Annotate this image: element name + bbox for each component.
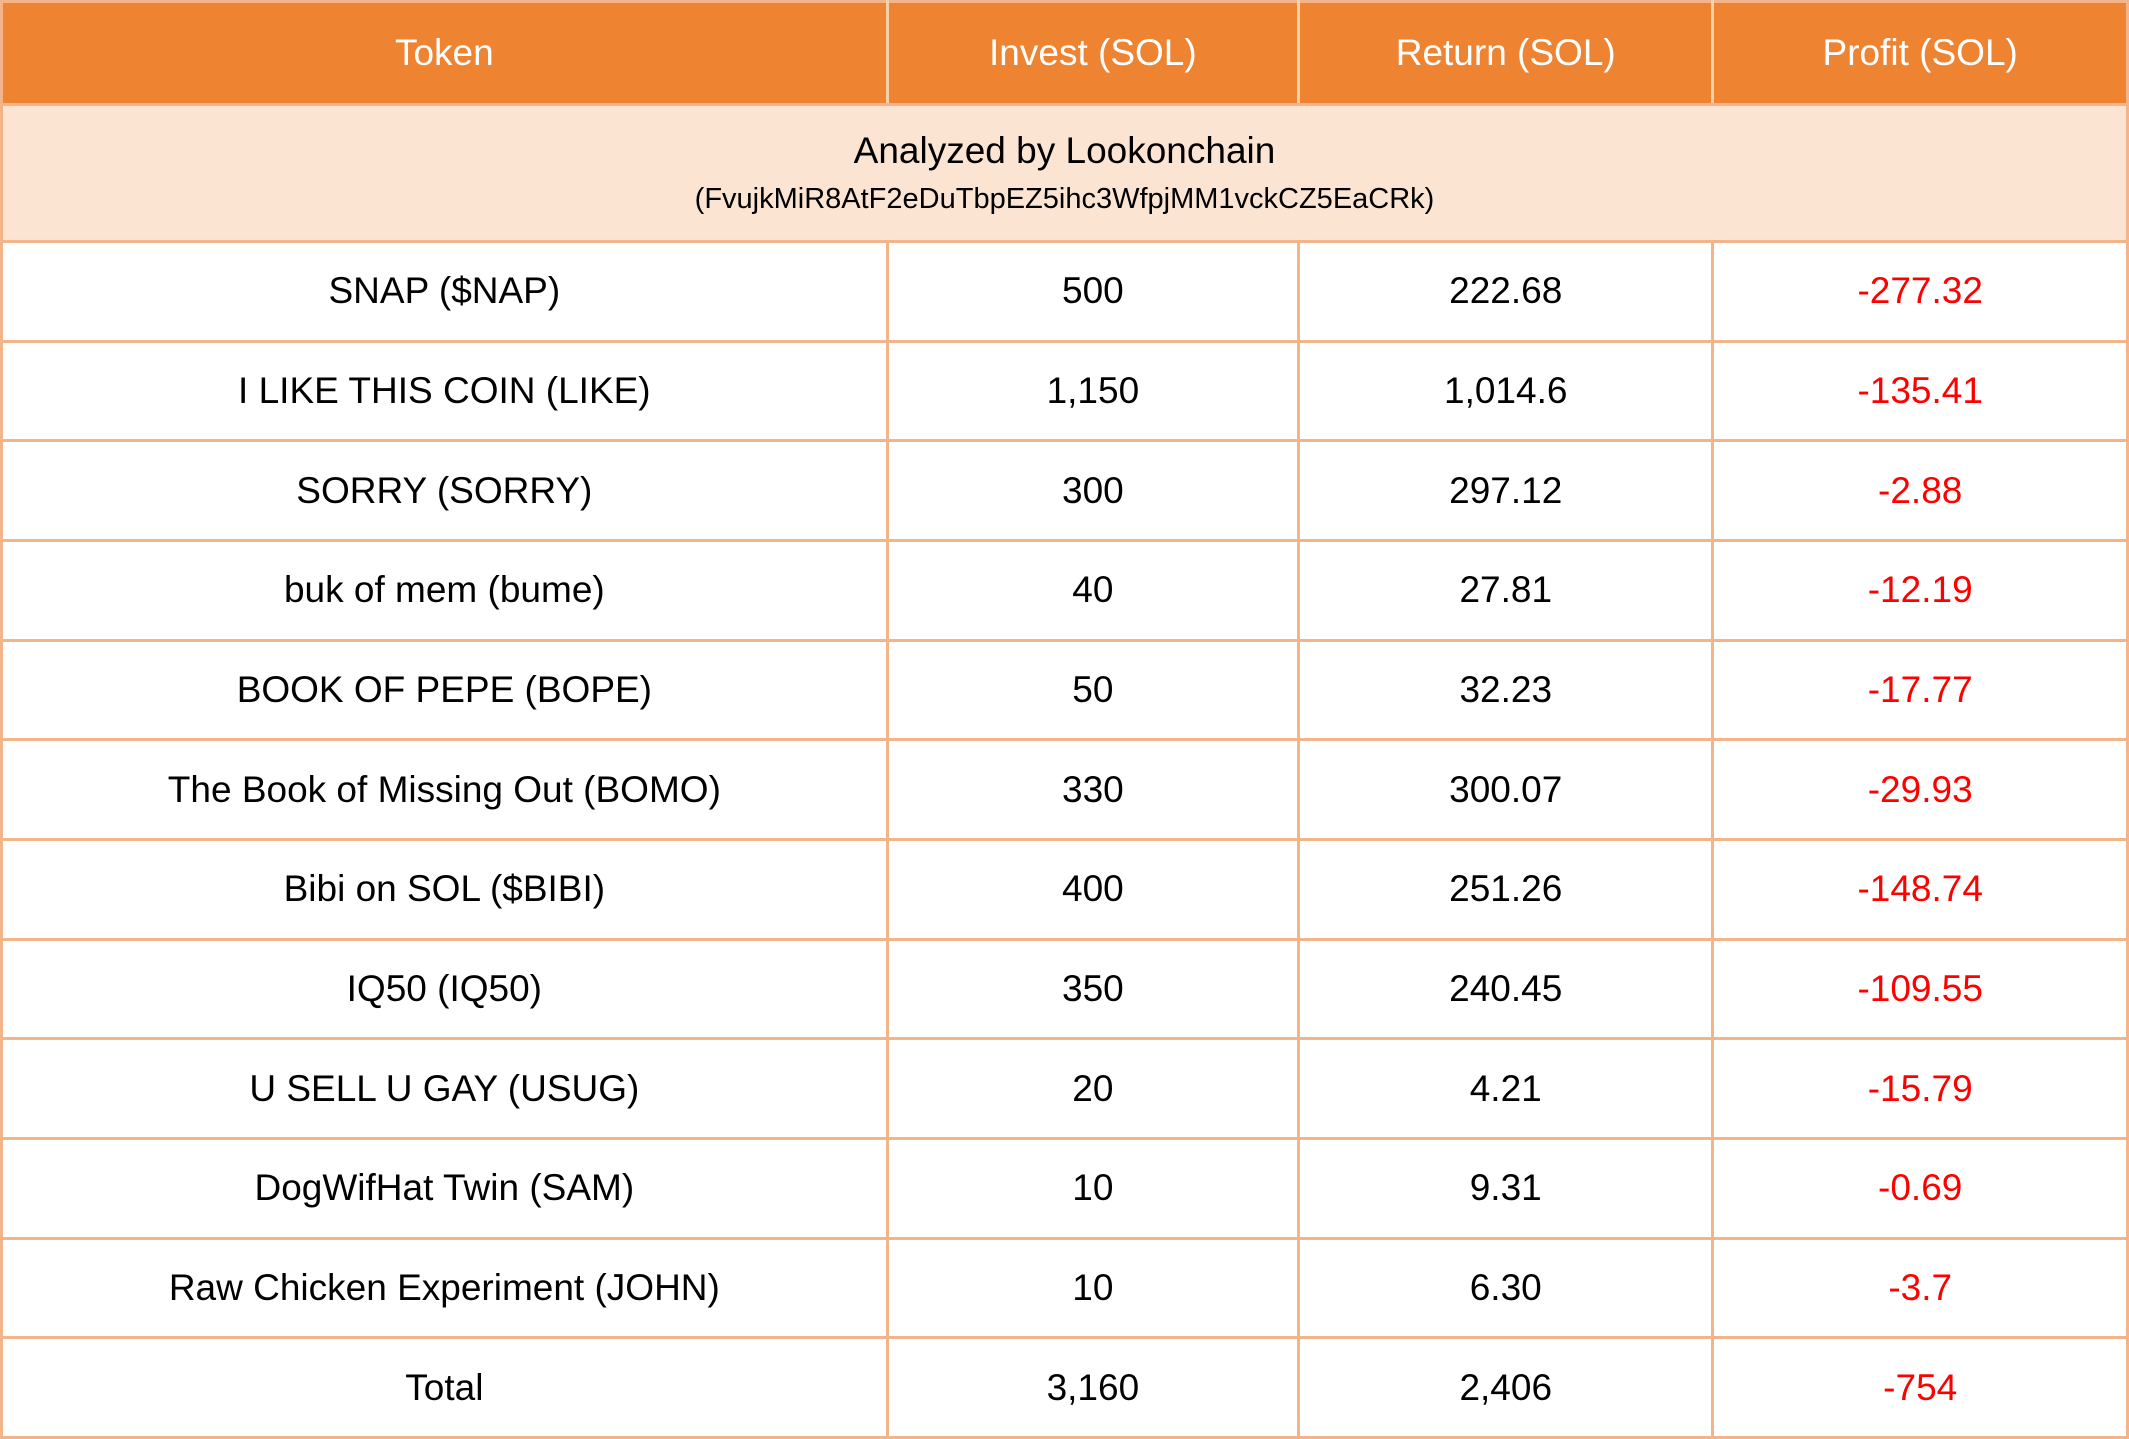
cell-token: U SELL U GAY (USUG): [0, 1037, 889, 1140]
table-body: Analyzed by Lookonchain (FvujkMiR8AtF2eD…: [0, 103, 2129, 1439]
table-row: SORRY (SORRY) 300 297.12 -2.88: [0, 439, 2129, 542]
cell-token: I LIKE THIS COIN (LIKE): [0, 339, 889, 443]
cell-profit: -2.88: [1711, 439, 2129, 542]
subheader-row: Analyzed by Lookonchain (FvujkMiR8AtF2eD…: [0, 103, 2129, 243]
cell-invest: 40: [885, 538, 1301, 642]
table-row: The Book of Missing Out (BOMO) 330 300.0…: [0, 738, 2129, 841]
cell-invest: 500: [885, 240, 1301, 343]
column-header-profit: Profit (SOL): [1711, 0, 2129, 106]
cell-token: The Book of Missing Out (BOMO): [0, 738, 889, 841]
cell-profit: -135.41: [1711, 339, 2129, 443]
cell-token: IQ50 (IQ50): [0, 937, 889, 1041]
total-invest: 3,160: [885, 1336, 1301, 1439]
table-row: I LIKE THIS COIN (LIKE) 1,150 1,014.6 -1…: [0, 339, 2129, 443]
cell-return: 32.23: [1297, 638, 1715, 742]
cell-profit: -15.79: [1711, 1037, 2129, 1140]
cell-invest: 50: [885, 638, 1301, 742]
table-row: SNAP ($NAP) 500 222.68 -277.32: [0, 240, 2129, 343]
cell-token: Raw Chicken Experiment (JOHN): [0, 1236, 889, 1340]
column-header-return: Return (SOL): [1297, 0, 1715, 106]
table-row: IQ50 (IQ50) 350 240.45 -109.55: [0, 937, 2129, 1041]
header-row: Token Invest (SOL) Return (SOL) Profit (…: [0, 0, 2129, 106]
cell-profit: -277.32: [1711, 240, 2129, 343]
total-profit: -754: [1711, 1336, 2129, 1439]
cell-return: 9.31: [1297, 1136, 1715, 1240]
total-label: Total: [0, 1336, 889, 1439]
cell-profit: -148.74: [1711, 837, 2129, 941]
cell-invest: 400: [885, 837, 1301, 941]
cell-invest: 20: [885, 1037, 1301, 1140]
table-row: buk of mem (bume) 40 27.81 -12.19: [0, 538, 2129, 642]
column-header-invest: Invest (SOL): [885, 0, 1301, 106]
table-row: Raw Chicken Experiment (JOHN) 10 6.30 -3…: [0, 1236, 2129, 1340]
cell-profit: -3.7: [1711, 1236, 2129, 1340]
cell-token: SNAP ($NAP): [0, 240, 889, 343]
cell-return: 300.07: [1297, 738, 1715, 841]
cell-invest: 10: [885, 1236, 1301, 1340]
cell-invest: 350: [885, 937, 1301, 1041]
cell-return: 4.21: [1297, 1037, 1715, 1140]
cell-invest: 300: [885, 439, 1301, 542]
wallet-address: (FvujkMiR8AtF2eDuTbpEZ5ihc3WfpjMM1vckCZ5…: [694, 182, 1435, 215]
cell-invest: 10: [885, 1136, 1301, 1240]
cell-return: 251.26: [1297, 837, 1715, 941]
cell-token: DogWifHat Twin (SAM): [0, 1136, 889, 1240]
cell-invest: 330: [885, 738, 1301, 841]
cell-return: 297.12: [1297, 439, 1715, 542]
cell-invest: 1,150: [885, 339, 1301, 443]
table-row: U SELL U GAY (USUG) 20 4.21 -15.79: [0, 1037, 2129, 1140]
table-row: Bibi on SOL ($BIBI) 400 251.26 -148.74: [0, 837, 2129, 941]
cell-profit: -29.93: [1711, 738, 2129, 841]
cell-token: buk of mem (bume): [0, 538, 889, 642]
cell-token: Bibi on SOL ($BIBI): [0, 837, 889, 941]
cell-return: 222.68: [1297, 240, 1715, 343]
cell-profit: -17.77: [1711, 638, 2129, 742]
cell-token: BOOK OF PEPE (BOPE): [0, 638, 889, 742]
total-return: 2,406: [1297, 1336, 1715, 1439]
cell-return: 1,014.6: [1297, 339, 1715, 443]
analysis-banner: Analyzed by Lookonchain (FvujkMiR8AtF2eD…: [0, 103, 2129, 243]
cell-token: SORRY (SORRY): [0, 439, 889, 542]
analyzed-by-title: Analyzed by Lookonchain: [853, 130, 1276, 172]
table-row: BOOK OF PEPE (BOPE) 50 32.23 -17.77: [0, 638, 2129, 742]
column-header-token: Token: [0, 0, 889, 106]
total-row: Total 3,160 2,406 -754: [0, 1336, 2129, 1439]
cell-return: 240.45: [1297, 937, 1715, 1041]
cell-return: 27.81: [1297, 538, 1715, 642]
cell-profit: -12.19: [1711, 538, 2129, 642]
cell-profit: -0.69: [1711, 1136, 2129, 1240]
cell-profit: -109.55: [1711, 937, 2129, 1041]
table-row: DogWifHat Twin (SAM) 10 9.31 -0.69: [0, 1136, 2129, 1240]
cell-return: 6.30: [1297, 1236, 1715, 1340]
